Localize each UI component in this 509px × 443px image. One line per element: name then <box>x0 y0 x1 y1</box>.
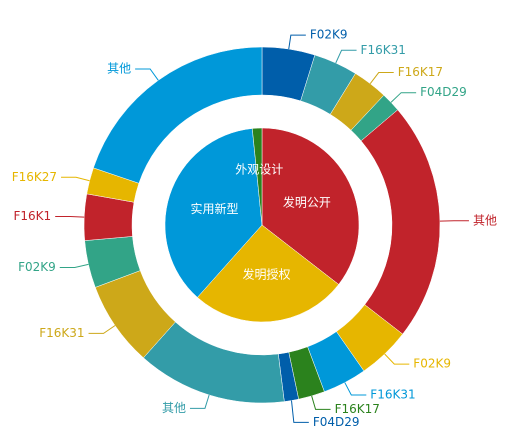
outer-label: 其他 <box>473 213 497 227</box>
leader-line <box>59 263 89 268</box>
leader-line <box>335 49 357 64</box>
outer-label: F16K17 <box>398 65 443 79</box>
outer-label: F16K31 <box>370 387 415 401</box>
outer-label: F04D29 <box>313 415 360 429</box>
outer-label: F04D29 <box>420 85 467 99</box>
leader-line <box>369 72 394 84</box>
inner-label: 发明公开 <box>283 195 331 210</box>
inner-slice <box>261 127 360 285</box>
inner-label: 外观设计 <box>235 163 283 177</box>
inner-slice <box>164 128 263 298</box>
outer-label: F16K31 <box>39 326 84 340</box>
outer-label: 其他 <box>107 61 131 75</box>
inner-slice <box>251 127 263 226</box>
leader-line <box>55 216 85 218</box>
leader-line <box>291 400 309 423</box>
leader-line <box>61 176 90 182</box>
leader-line <box>344 382 367 396</box>
leader-line <box>189 394 210 409</box>
leader-line <box>390 92 417 103</box>
outer-slice <box>93 46 263 184</box>
outer-label: F02K9 <box>413 357 451 371</box>
outer-label: F16K27 <box>12 170 57 184</box>
outer-label: F16K31 <box>361 43 406 57</box>
outer-label: F16K17 <box>335 402 380 416</box>
outer-slice <box>360 109 441 335</box>
outer-label: F02K9 <box>310 28 348 42</box>
leader-line <box>311 395 331 410</box>
leader-line <box>384 353 410 365</box>
outer-label: F02K9 <box>18 260 56 274</box>
inner-label: 实用新型 <box>190 201 238 216</box>
inner-label: 发明授权 <box>243 266 291 281</box>
outer-label: 其他 <box>162 401 186 415</box>
leader-line <box>288 34 306 50</box>
inner-slice <box>197 224 339 323</box>
outer-label: F16K1 <box>13 209 51 223</box>
leader-line <box>135 68 159 81</box>
leader-line <box>88 325 116 334</box>
